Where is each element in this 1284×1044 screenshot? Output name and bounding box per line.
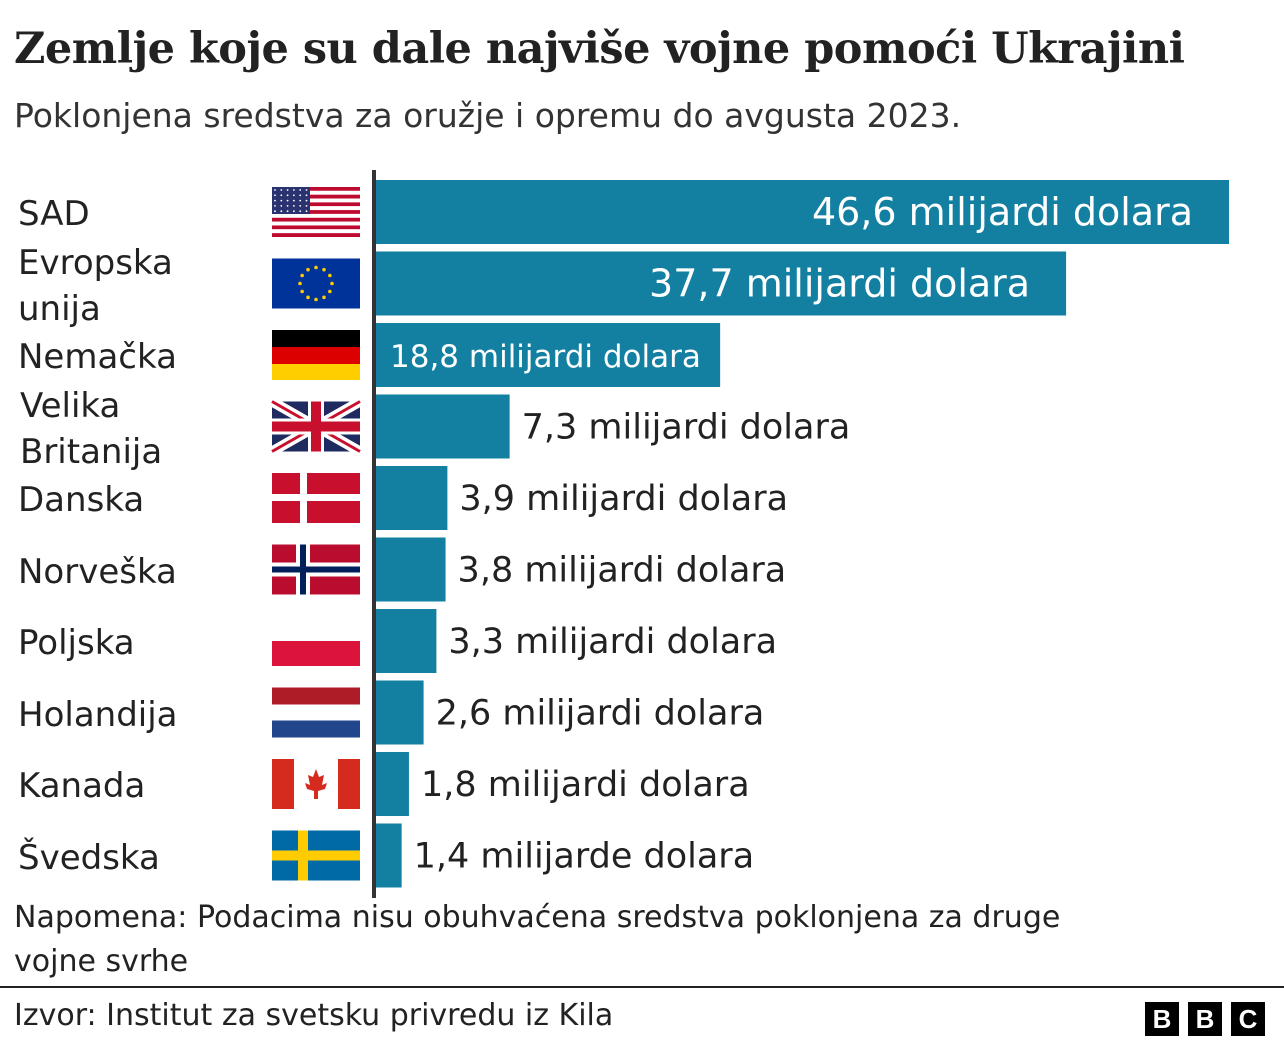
data-label: 3,3 milijardi dolara [448, 622, 777, 662]
category-label-line: Evropska [18, 242, 173, 283]
bar [376, 323, 721, 387]
category-label-line: unija [18, 288, 101, 329]
data-label: 37,7 milijardi dolara [649, 262, 1030, 306]
y-axis-line [372, 170, 376, 898]
data-label: 2,6 milijardi dolara [436, 694, 765, 734]
bbc-logo-c: C [1231, 1002, 1265, 1036]
bar [376, 609, 437, 673]
flag-no-icon [272, 544, 360, 595]
data-label: 3,8 milijardi dolara [458, 551, 787, 591]
category-label: Kanada [18, 763, 145, 809]
bbc-logo-b2: B [1188, 1002, 1222, 1036]
category-label-line: Norveška [18, 551, 177, 592]
bar [376, 466, 448, 530]
data-label: 1,4 milijarde dolara [414, 837, 755, 877]
category-label: SAD [18, 191, 90, 237]
data-label: 1,8 milijardi dolara [421, 765, 750, 805]
data-label: 7,3 milijardi dolara [522, 408, 851, 448]
bar [376, 537, 446, 602]
category-label: Velika Britanija [20, 383, 162, 475]
category-label-line: Danska [18, 480, 145, 520]
bar [376, 180, 1229, 244]
source-text: Izvor: Institut za svetsku privredu iz K… [14, 998, 614, 1033]
category-label-line: Poljska [18, 623, 135, 663]
bar [376, 251, 1067, 316]
category-label: Norveška [18, 549, 177, 595]
data-label: 3,9 milijardi dolara [459, 479, 788, 519]
chart-title: Zemlje koje su dale najviše vojne pomoći… [14, 24, 1185, 74]
category-label-line: Švedska [18, 837, 160, 878]
flag-gb-icon [269, 397, 363, 456]
category-label: Švedska [18, 835, 160, 881]
bbc-logo-b1: B [1145, 1002, 1179, 1036]
data-label: 18,8 milijardi dolara [390, 339, 701, 375]
flag-pl-icon [272, 616, 360, 666]
flag-se-icon [272, 830, 360, 881]
flag-nl-icon [272, 687, 360, 738]
footnote-line-2: vojne svrhe [14, 944, 189, 979]
flag-ca-icon [272, 759, 360, 809]
category-label: Holandija [18, 692, 178, 738]
chart-subtitle: Poklonjena sredstva za oružje i opremu d… [14, 96, 962, 135]
category-label-line: SAD [18, 194, 90, 234]
bar [376, 752, 409, 816]
flag-dk-icon [272, 473, 360, 523]
category-label-line: Velika [20, 385, 121, 426]
category-label: Danska [18, 477, 144, 523]
category-label-line: Holandija [18, 694, 178, 735]
flag-eu-icon [272, 258, 360, 309]
category-label-line: Britanija [20, 431, 163, 472]
bar [376, 680, 424, 745]
flag-us-icon [272, 187, 360, 237]
category-label: Nemačka [18, 334, 177, 380]
flag-de-icon [272, 330, 360, 380]
category-label-line: Kanada [18, 766, 146, 806]
bar [376, 823, 402, 888]
bar [376, 394, 510, 459]
category-label-line: Nemačka [18, 337, 177, 377]
category-label: Evropska unija [18, 240, 173, 332]
footer-divider [0, 986, 1284, 988]
category-label: Poljska [18, 620, 135, 666]
data-label: 46,6 milijardi dolara [812, 190, 1193, 234]
footnote-line-1: Napomena: Podacima nisu obuhvaćena sreds… [14, 900, 1061, 935]
